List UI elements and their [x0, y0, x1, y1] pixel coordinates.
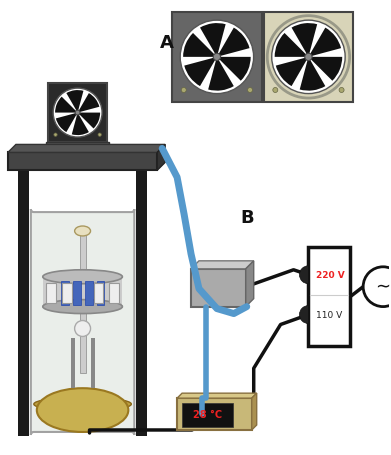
Wedge shape — [300, 266, 308, 284]
Bar — [62, 283, 72, 303]
Circle shape — [180, 21, 254, 94]
Wedge shape — [66, 91, 83, 113]
FancyBboxPatch shape — [264, 13, 353, 102]
Bar — [8, 153, 157, 171]
Ellipse shape — [37, 388, 128, 432]
Circle shape — [305, 54, 312, 61]
Wedge shape — [308, 58, 342, 81]
FancyBboxPatch shape — [308, 248, 350, 347]
Polygon shape — [191, 261, 254, 269]
Bar — [109, 283, 119, 303]
Bar — [71, 339, 75, 388]
FancyBboxPatch shape — [48, 84, 108, 143]
Text: ∼: ∼ — [375, 278, 391, 296]
Bar — [46, 143, 109, 159]
Bar — [46, 283, 56, 303]
Ellipse shape — [43, 270, 122, 284]
Circle shape — [267, 17, 350, 99]
Text: A: A — [160, 34, 174, 52]
Bar — [80, 234, 86, 374]
Circle shape — [363, 267, 391, 307]
Circle shape — [339, 88, 344, 93]
Circle shape — [54, 134, 57, 137]
Wedge shape — [276, 58, 308, 87]
Bar — [97, 281, 104, 305]
Bar — [73, 281, 81, 305]
Circle shape — [75, 321, 91, 337]
FancyBboxPatch shape — [172, 13, 262, 102]
Text: 28 °C: 28 °C — [193, 409, 222, 419]
Wedge shape — [208, 58, 234, 91]
FancyBboxPatch shape — [31, 210, 135, 435]
Bar — [84, 281, 93, 305]
Wedge shape — [274, 34, 308, 58]
Text: 110 V: 110 V — [316, 310, 343, 319]
Wedge shape — [217, 58, 251, 81]
FancyBboxPatch shape — [182, 403, 233, 427]
Polygon shape — [157, 145, 165, 171]
Wedge shape — [77, 94, 99, 113]
Polygon shape — [246, 261, 254, 307]
Wedge shape — [77, 113, 100, 129]
Polygon shape — [252, 393, 257, 430]
Circle shape — [273, 88, 278, 93]
Ellipse shape — [75, 227, 91, 237]
Wedge shape — [217, 29, 249, 58]
FancyBboxPatch shape — [177, 398, 252, 430]
Circle shape — [53, 89, 102, 138]
Circle shape — [75, 111, 80, 116]
Bar — [61, 281, 69, 305]
Wedge shape — [292, 24, 317, 58]
Ellipse shape — [34, 397, 131, 411]
Circle shape — [181, 88, 186, 93]
Circle shape — [213, 54, 221, 61]
Ellipse shape — [43, 300, 122, 314]
Polygon shape — [8, 145, 165, 153]
Wedge shape — [56, 113, 77, 133]
Wedge shape — [72, 113, 89, 136]
Wedge shape — [200, 24, 226, 58]
Wedge shape — [300, 58, 325, 91]
Bar — [91, 339, 95, 388]
Polygon shape — [177, 393, 257, 398]
Wedge shape — [183, 34, 217, 58]
Text: B: B — [240, 208, 254, 227]
Wedge shape — [300, 306, 308, 324]
Wedge shape — [55, 97, 77, 113]
Circle shape — [98, 134, 101, 137]
Bar — [93, 283, 104, 303]
Circle shape — [248, 88, 253, 93]
Wedge shape — [184, 58, 217, 87]
FancyBboxPatch shape — [191, 269, 246, 307]
Wedge shape — [308, 29, 341, 58]
Text: 220 V: 220 V — [316, 271, 345, 280]
Bar — [43, 277, 122, 307]
Bar — [18, 162, 29, 436]
Bar — [136, 162, 147, 436]
Circle shape — [272, 21, 345, 94]
